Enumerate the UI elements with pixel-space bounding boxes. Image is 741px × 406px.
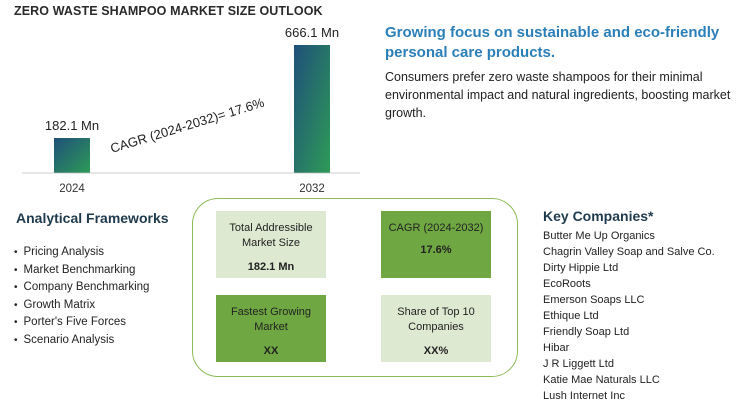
metric-card-tam: Total Addressible Market Size 182.1 Mn (216, 211, 326, 278)
metric-value: 182.1 Mn (247, 261, 295, 273)
frameworks-title: Analytical Frameworks (16, 210, 169, 226)
metric-label: Total Addressible Market Size (229, 222, 313, 249)
company-item: Lush Internet Inc (543, 390, 625, 402)
framework-item: Market Benchmarking (14, 262, 149, 280)
metrics-panel (192, 198, 518, 377)
framework-item: Company Benchmarking (14, 279, 150, 297)
headline: Growing focus on sustainable and eco-fri… (385, 24, 720, 61)
metric-label: CAGR (2024-2032) (388, 222, 484, 234)
metric-card-cagr: CAGR (2024-2032) 17.6% (381, 211, 491, 278)
company-item: EcoRoots (543, 278, 591, 290)
metric-value: XX (263, 345, 279, 357)
data-label: 182.1 Mn (45, 118, 99, 133)
companies-list: Butter Me Up Organics Chagrin Valley Soa… (543, 228, 715, 404)
metric-value: 17.6% (420, 244, 452, 256)
framework-item: Growth Matrix (14, 297, 149, 315)
company-item: Dirty Hippie Ltd (543, 262, 619, 274)
company-item: Katie Mae Naturals LLC (543, 374, 660, 386)
chart-title: ZERO WASTE SHAMPOO MARKET SIZE OUTLOOK (14, 4, 323, 18)
metric-label: Share of Top 10 Companies (397, 306, 475, 333)
bar-2032 (294, 45, 330, 173)
metric-value: XX% (423, 345, 449, 357)
framework-item: Scenario Analysis (14, 332, 149, 350)
frameworks-list: Pricing Analysis Market Benchmarking Com… (14, 244, 150, 350)
companies-title: Key Companies* (543, 208, 654, 224)
data-label: 666.1 Mn (285, 25, 339, 40)
x-tick-label: 2024 (59, 183, 85, 195)
company-item: Emerson Soaps LLC (543, 294, 645, 306)
company-item: Chagrin Valley Soap and Salve Co. (543, 246, 715, 258)
metric-card-fastest-growing: Fastest Growing Market XX (216, 295, 326, 362)
company-item: Ethique Ltd (543, 310, 599, 322)
framework-item: Pricing Analysis (14, 244, 149, 262)
framework-item: Porter's Five Forces (14, 314, 149, 332)
metric-card-share-top10: Share of Top 10 Companies XX% (381, 295, 491, 362)
description: Consumers prefer zero waste shampoos for… (385, 70, 731, 120)
company-item: J R Liggett Ltd (543, 358, 614, 370)
cagr-annotation: CAGR (2024-2032)= 17.6% (108, 95, 266, 156)
x-tick-label: 2032 (299, 183, 325, 195)
metric-label: Fastest Growing Market (230, 306, 312, 333)
company-item: Friendly Soap Ltd (543, 326, 630, 338)
company-item: Butter Me Up Organics (543, 230, 655, 242)
bar-chart: 182.1 Mn 2024 666.1 Mn 2032 CAGR (2024-2032… (22, 25, 360, 195)
bar-2024 (54, 138, 90, 173)
company-item: Hibar (543, 342, 570, 354)
